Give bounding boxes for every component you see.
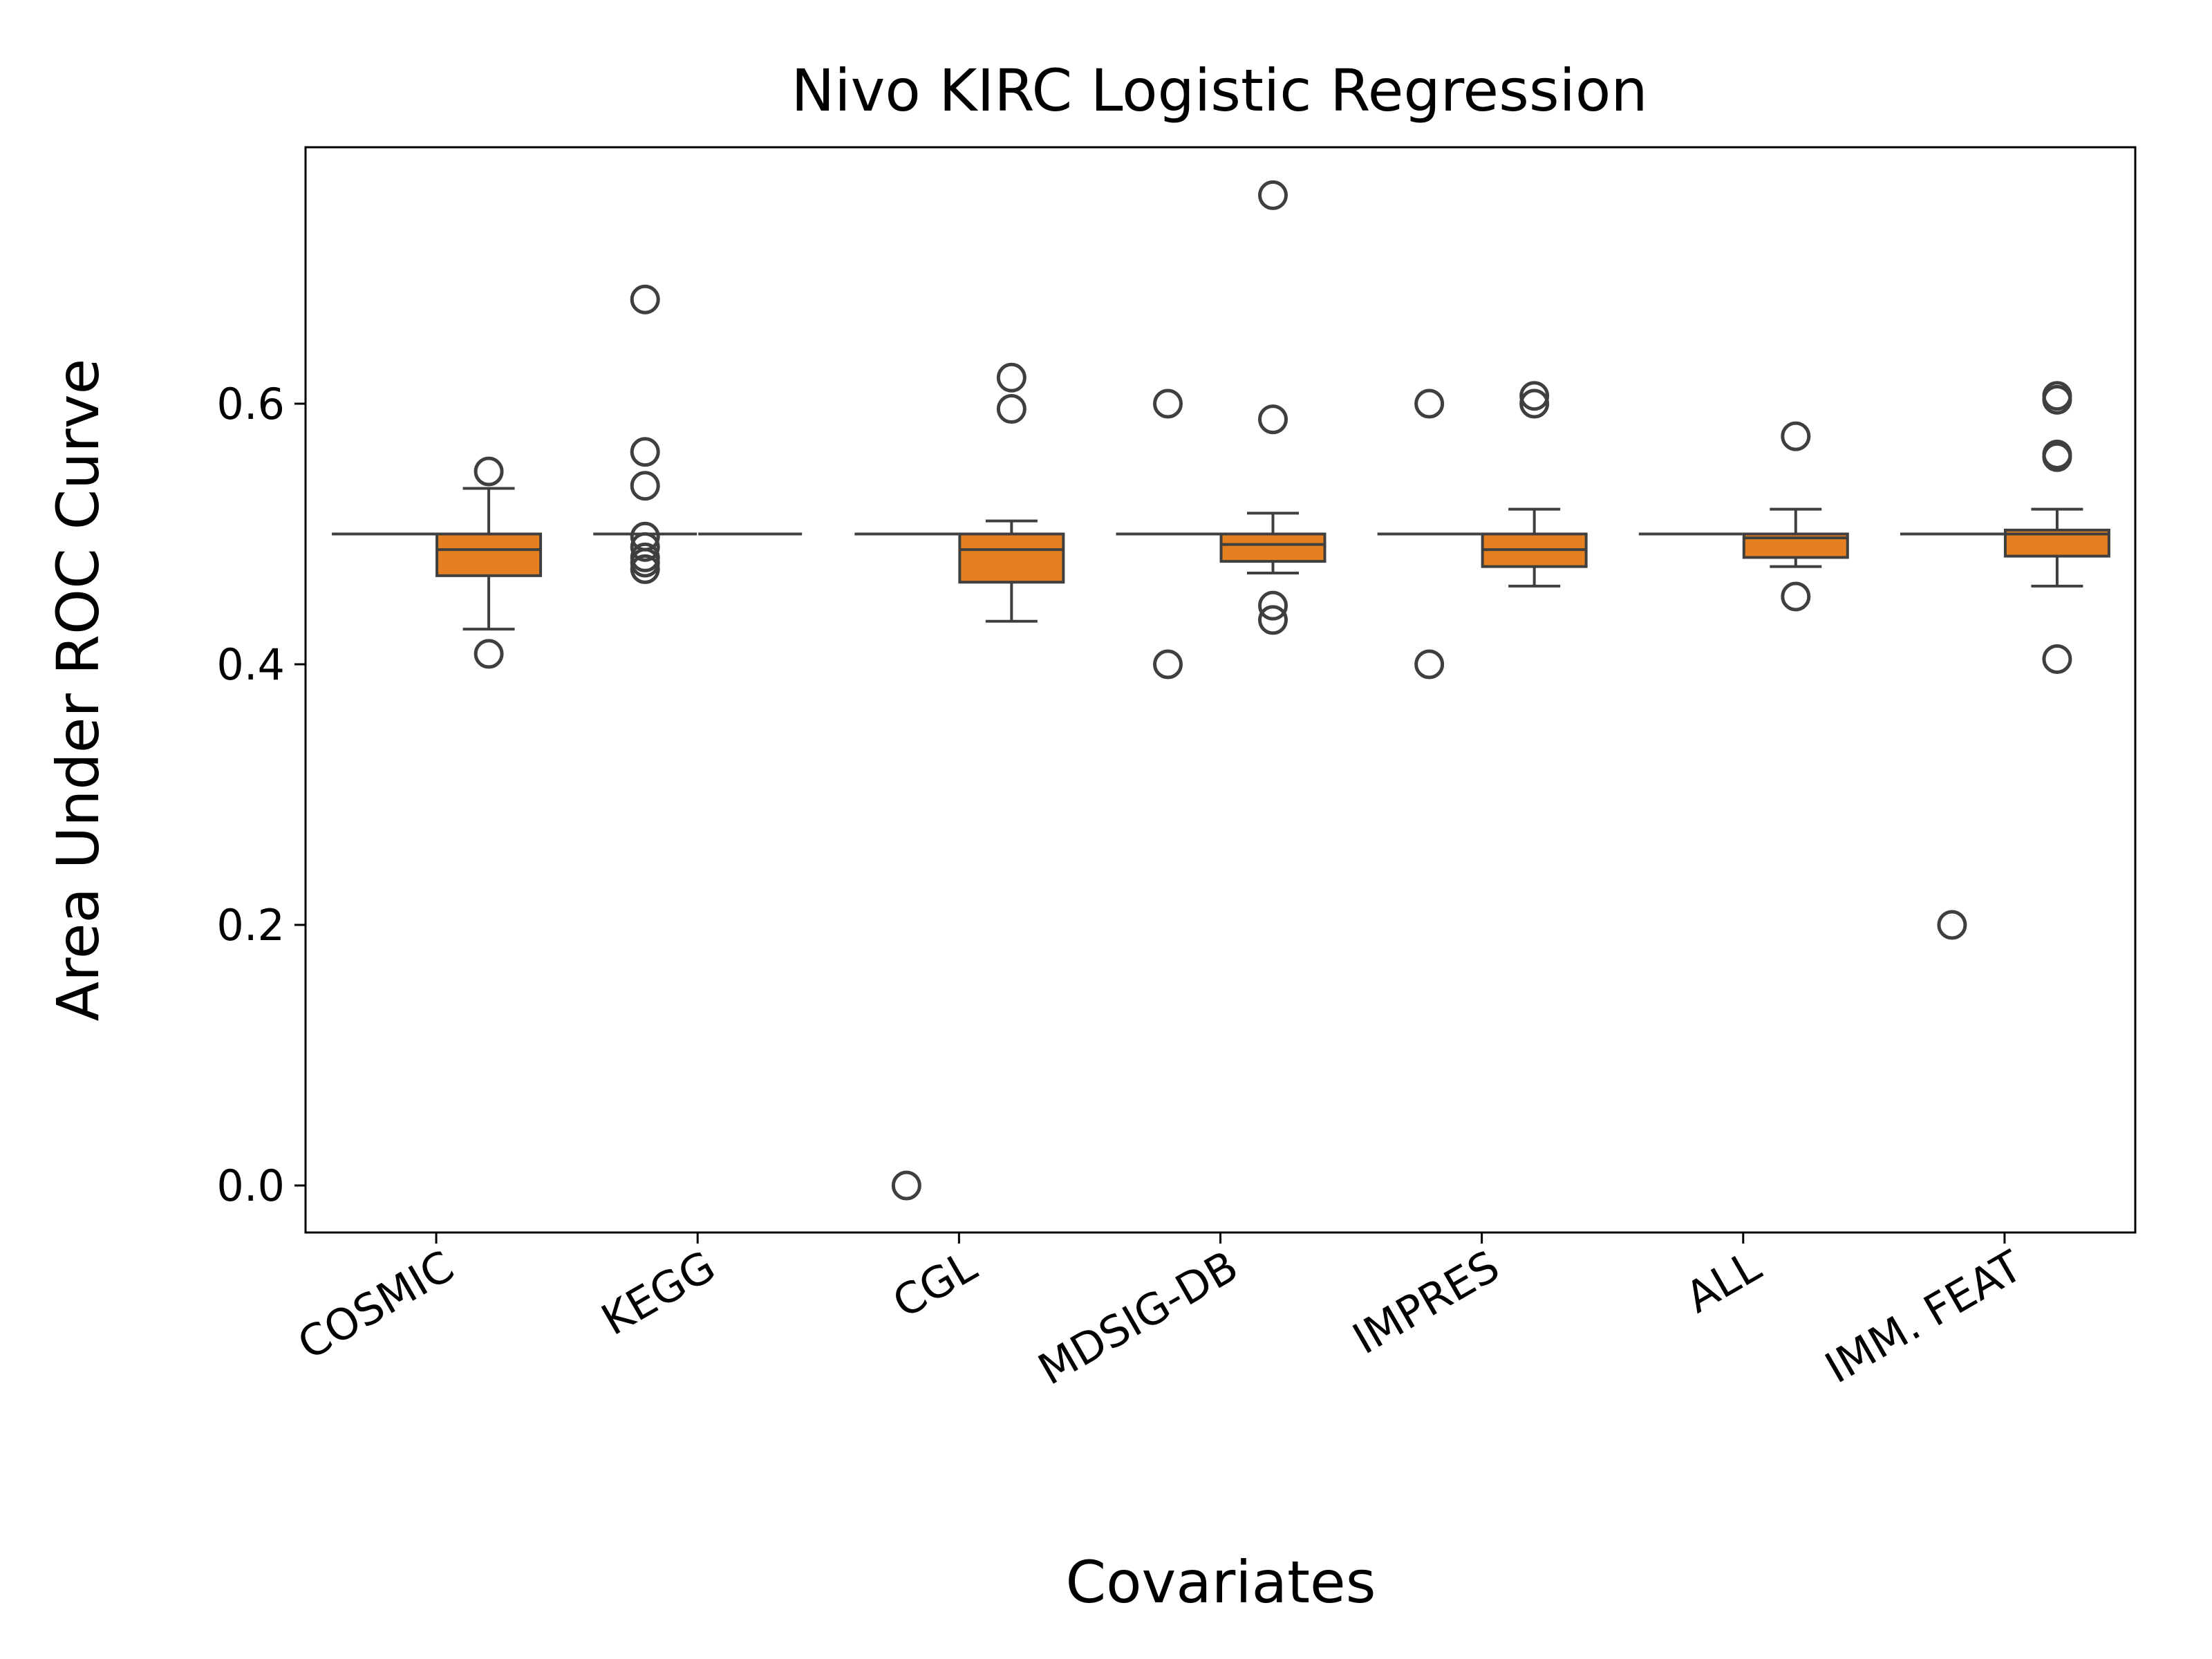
plot-area-frame [304,146,2137,1234]
outlier-point [1414,388,1445,419]
outlier-point [2042,442,2072,472]
box-impres-series-1 [1377,388,1481,679]
outlier-point [1519,388,1550,419]
outlier-point [996,362,1027,393]
box-iqr [1219,532,1327,563]
box-kegg-series-1 [593,284,697,584]
box-impres-series-2 [1481,381,1588,588]
x-tick-label: IMM. FEAT [1817,1240,2031,1393]
outlier-point [630,471,660,501]
y-axis: 0.0 0.2 0.4 0.6 [216,379,306,1211]
outlier-point [1781,421,1811,451]
x-tick-label: KEGG [593,1241,724,1345]
outlier-point [2042,644,2072,674]
box-iqr [435,532,543,577]
outlier-point [1519,381,1550,411]
x-axis: COSMIC KEGG CGL MDSIG-DB IMPRES ALL IMM. FEAT [290,1232,2031,1395]
outlier-point [1258,404,1288,435]
outlier-point [474,456,504,487]
x-tick-label: ALL [1677,1241,1769,1323]
box-imm-feat-series-1 [1900,532,2004,940]
outlier-point [1153,649,1183,679]
box-cgl-series-2 [958,362,1065,623]
x-tick-label: CGL [884,1241,985,1328]
y-tick-label: 0.4 [216,639,285,690]
x-tick-label: IMPRES [1344,1241,1508,1365]
box-imm-feat-series-2 [2003,381,2110,674]
box-mdsig-db-series-2 [1219,180,1327,635]
outlier-point [1414,649,1445,679]
outlier-point [891,1170,921,1201]
outlier-point [1153,388,1183,419]
x-tick-label: MDSIG-DB [1030,1241,1246,1395]
box-iqr [958,532,1065,584]
x-tick-label: COSMIC [290,1241,462,1369]
outlier-point [1258,590,1288,621]
box-all-series-2 [1742,421,1849,612]
outlier-point [1258,180,1288,210]
outlier-point [1258,605,1288,635]
outlier-point [630,554,660,584]
y-axis-title: Area Under ROC Curve [44,359,112,1022]
y-tick-label: 0.6 [216,379,285,429]
outlier-point [474,639,504,669]
outlier-point [996,394,1027,424]
box-cosmic-series-2 [435,456,543,669]
outlier-point [2042,384,2072,415]
x-axis-title: Covariates [1066,1548,1376,1616]
box-cgl-series-1 [854,532,959,1201]
chart-title: Nivo KIRC Logistic Regression [791,57,1647,124]
box-plot-marks [332,180,2110,1201]
outlier-point [1937,910,1967,940]
outlier-point [630,532,660,562]
y-tick-label: 0.2 [216,900,285,950]
outlier-point [630,284,660,315]
outlier-point [630,437,660,467]
box-mdsig-db-series-1 [1116,388,1220,679]
y-tick-label: 0.0 [216,1161,285,1211]
outlier-point [1781,581,1811,612]
